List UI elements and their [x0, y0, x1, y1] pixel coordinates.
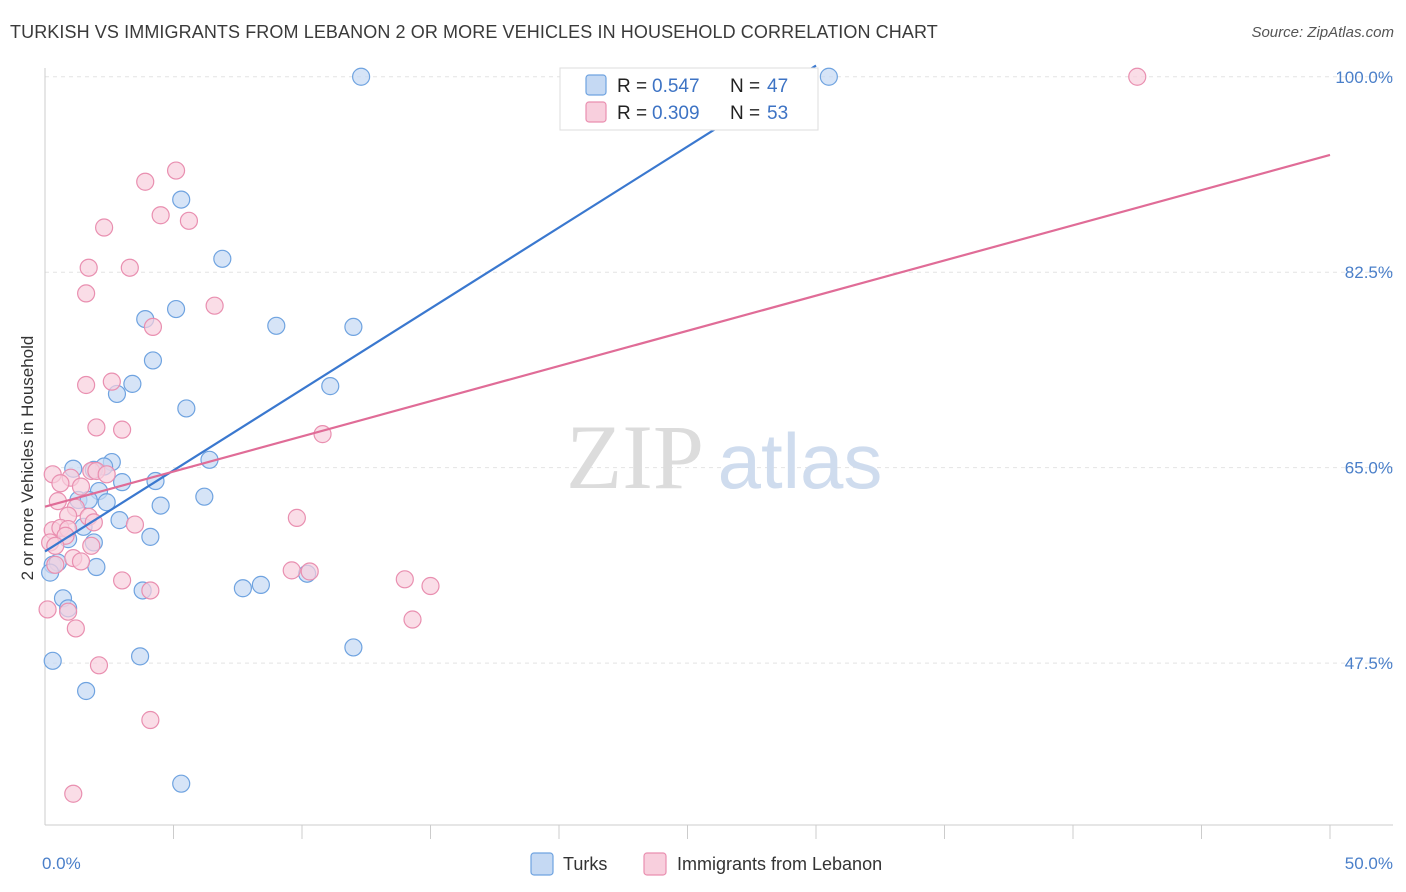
stats-legend: R = 0.547 N = 47 R = 0.309 N = 53	[559, 67, 819, 131]
lebanon-point-7	[120, 258, 139, 277]
y-tick-label-2: 65.0%	[1345, 459, 1393, 478]
turks-point-23	[97, 493, 116, 512]
axes	[44, 68, 1393, 839]
turks-point-37	[251, 575, 270, 594]
lebanon-point-13	[87, 418, 106, 437]
lebanon-point-46	[38, 600, 57, 619]
legend-r-value-lebanon: 0.309	[652, 103, 700, 124]
turks-point-24	[195, 487, 214, 506]
lebanon-point-27	[287, 508, 306, 527]
chart-title: TURKISH VS IMMIGRANTS FROM LEBANON 2 OR …	[10, 22, 938, 42]
turks-point-26	[110, 511, 129, 530]
lebanon-point-38	[71, 552, 91, 571]
lebanon-point-40	[282, 561, 301, 580]
lebanon-point-10	[143, 317, 163, 337]
turks-point-30	[141, 527, 160, 546]
lebanon-point-6	[79, 258, 98, 277]
lebanon-point-44	[112, 571, 132, 590]
legend-swatch-turks	[585, 74, 607, 96]
turks-point-6	[267, 316, 286, 335]
lebanon-point-49	[66, 619, 85, 638]
lebanon-point-5	[95, 218, 114, 237]
trend-lines	[44, 64, 1331, 553]
legend-r-label-turks: R =	[617, 76, 652, 97]
lebanon-point-8	[77, 284, 96, 303]
lebanon-point-1	[166, 161, 186, 180]
y-tick-label-1: 82.5%	[1345, 263, 1393, 282]
lebanon-point-14	[112, 420, 132, 439]
legend-n-label-turks: N =	[730, 76, 765, 97]
lebanon-point-48	[403, 610, 422, 629]
lebanon-point-36	[82, 536, 101, 555]
gridlines	[45, 76, 1395, 664]
series-legend: Turks Immigrants from Lebanon	[530, 852, 882, 876]
turks-point-43	[43, 651, 62, 670]
turks-point-7	[344, 317, 363, 337]
turks-point-5	[166, 299, 186, 319]
lebanon-point-22	[71, 477, 91, 496]
turks-point-2	[172, 190, 191, 209]
series-legend-swatch-turks	[530, 852, 554, 876]
lebanon-point-4	[179, 211, 199, 230]
lebanon-point-39	[46, 555, 65, 574]
y-axis-title: 2 or more Vehicles in Household	[18, 336, 37, 581]
x-tick-labels: 0.0% 50.0%	[42, 854, 1393, 873]
legend-r-label-lebanon: R =	[617, 103, 652, 124]
legend-r-value-turks: 0.547	[652, 76, 700, 97]
source-label: Source: ZipAtlas.com	[1251, 24, 1394, 41]
turks-point-25	[151, 496, 170, 515]
y-tick-label-0: 100.0%	[1335, 68, 1393, 87]
turks-point-0	[352, 67, 371, 86]
watermark-atlas: atlas	[718, 417, 883, 505]
lebanon-point-42	[395, 570, 414, 589]
turks-point-45	[172, 774, 191, 793]
lebanon-point-11	[77, 375, 96, 395]
series-legend-label-lebanon: Immigrants from Lebanon	[677, 854, 882, 874]
turks-point-42	[130, 647, 150, 666]
turks-point-9	[123, 374, 142, 393]
turks-point-36	[233, 579, 252, 598]
legend-swatch-lebanon	[585, 101, 607, 123]
lebanon-points	[38, 67, 1147, 803]
legend-n-value-turks: 47	[767, 76, 788, 97]
lebanon-point-3	[151, 206, 170, 225]
turks-point-3	[213, 249, 232, 268]
lebanon-point-43	[421, 576, 440, 596]
lebanon-point-12	[102, 372, 121, 391]
legend-n-value-lebanon: 53	[767, 103, 788, 124]
legend-row-lebanon: R = 0.309 N = 53	[617, 103, 788, 124]
y-tick-label-3: 47.5%	[1345, 654, 1393, 673]
lebanon-point-50	[89, 656, 109, 675]
lebanon-point-41	[300, 562, 319, 581]
turks-point-34	[87, 557, 106, 577]
lebanon-trend-line	[44, 153, 1331, 508]
lebanon-point-45	[141, 581, 160, 600]
lebanon-point-47	[59, 602, 78, 621]
lebanon-point-52	[64, 784, 83, 803]
turks-point-12	[177, 399, 196, 418]
lebanon-point-9	[205, 296, 224, 315]
turks-point-44	[77, 681, 96, 701]
lebanon-point-0	[1128, 67, 1147, 86]
watermark: ZIP atlas	[566, 406, 882, 508]
legend-row-turks: R = 0.547 N = 47	[617, 76, 788, 97]
legend-n-label-lebanon: N =	[730, 103, 765, 124]
lebanon-point-2	[136, 172, 155, 191]
watermark-zip: ZIP	[566, 406, 704, 508]
lebanon-point-29	[125, 515, 145, 534]
x-tick-label-1: 50.0%	[1345, 854, 1393, 873]
y-tick-labels: 100.0% 82.5% 65.0% 47.5%	[1335, 68, 1393, 673]
turks-point-41	[344, 638, 363, 657]
x-tick-label-0: 0.0%	[42, 854, 81, 873]
lebanon-point-51	[141, 710, 160, 730]
series-legend-swatch-lebanon	[643, 852, 667, 876]
turks-point-1	[819, 67, 838, 86]
turks-point-11	[321, 377, 340, 396]
series-legend-label-turks: Turks	[563, 854, 607, 874]
turks-point-8	[143, 351, 163, 370]
lebanon-point-21	[51, 474, 70, 493]
lebanon-point-20	[97, 465, 116, 484]
